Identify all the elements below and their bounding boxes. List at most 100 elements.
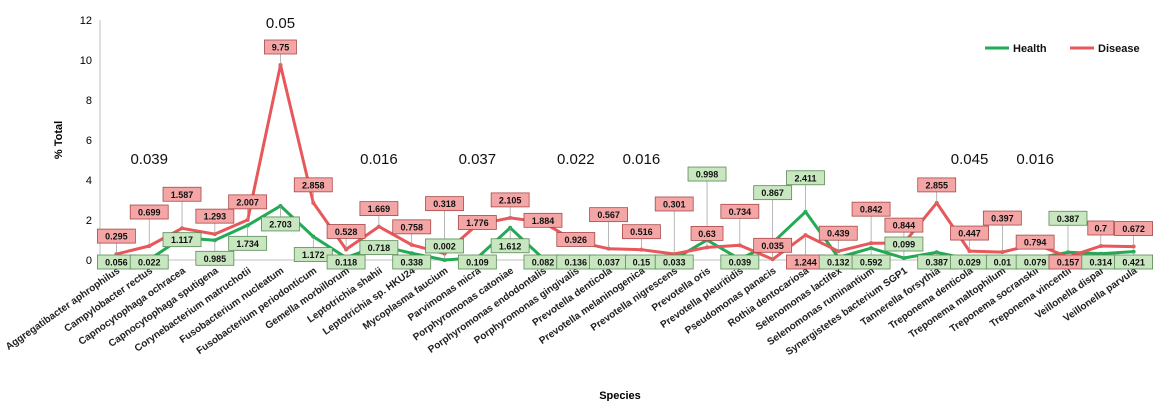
value-label-box-health (884, 236, 924, 252)
value-label-health: 0.118 (335, 258, 357, 268)
value-label-health: 0.002 (433, 241, 456, 251)
value-label-disease: 1.669 (368, 204, 391, 214)
value-label-box-health (228, 235, 268, 251)
value-label-disease: 0.528 (335, 227, 358, 237)
value-label-health: 0.082 (532, 258, 555, 268)
value-label-box-health (851, 254, 891, 270)
value-label-health: 0.037 (597, 258, 620, 268)
value-label-box-health (293, 247, 333, 262)
value-label-box-health (786, 170, 825, 186)
value-label-box-disease (851, 201, 891, 217)
value-label-box-disease (589, 207, 628, 223)
value-label-box-disease (690, 225, 724, 241)
category-labels: Aggregatibacter aphrophilusCampylobacter… (4, 265, 1140, 358)
value-label-disease: 0.035 (761, 241, 784, 251)
value-label-disease: 0.301 (663, 199, 686, 209)
legend-label-disease: Disease (1098, 43, 1140, 55)
value-label-disease: 1.587 (171, 190, 194, 200)
value-label-box-disease (982, 210, 1022, 226)
value-label-disease: 0.516 (630, 227, 653, 237)
value-label-box-health (392, 254, 432, 270)
p-value-label: 0.016 (1016, 151, 1054, 168)
value-label-disease: 0.7 (1095, 224, 1108, 234)
y-tick-label: 2 (86, 215, 92, 227)
value-label-health: 1.612 (499, 241, 522, 251)
value-label-box-disease (1015, 234, 1055, 250)
series-line-disease (116, 63, 1134, 261)
value-label-box-disease (556, 232, 596, 247)
value-label-health: 0.421 (1122, 258, 1145, 268)
value-label-disease: 0.842 (860, 205, 883, 215)
value-label-box-disease (1087, 220, 1115, 236)
value-label-box-disease (818, 225, 858, 241)
value-label-box-disease (950, 225, 989, 241)
value-label-disease: 1.884 (532, 216, 555, 226)
p-value-labels: 0.039 0.05 0.016 0.037 0.022 0.016 0.045 0.016 (130, 15, 1053, 168)
value-label-box-disease (490, 192, 530, 208)
value-label-health: 0.314 (1090, 258, 1113, 268)
value-label-box-health (359, 240, 399, 256)
value-label-box-health (457, 254, 497, 270)
value-label-health: 1.172 (302, 250, 325, 260)
value-label-disease: 1.244 (794, 258, 817, 268)
p-value-label: 0.037 (459, 151, 497, 168)
value-label-box-disease (162, 186, 202, 202)
y-tick-label: 12 (80, 15, 92, 27)
value-label-box-disease (129, 204, 169, 220)
value-label-health: 0.15 (633, 258, 651, 268)
value-label-box-health (195, 250, 235, 266)
p-value-label: 0.05 (266, 15, 295, 32)
value-label-box-disease (753, 237, 793, 253)
value-label-box-disease (622, 224, 661, 240)
value-label-box-disease (264, 39, 297, 55)
value-label-health: 0.079 (1024, 258, 1047, 268)
value-label-disease: 1.293 (204, 212, 227, 222)
value-label-box-health (129, 254, 169, 270)
value-label-box-health (162, 232, 202, 248)
y-tick-label: 0 (86, 255, 92, 267)
legend: Health Disease (985, 43, 1140, 55)
value-label-health: 0.387 (1057, 214, 1080, 224)
value-label-health: 1.734 (236, 239, 259, 249)
value-label-health: 0.033 (663, 258, 686, 268)
value-label-box-disease (720, 203, 760, 219)
value-label-box-disease (654, 196, 694, 212)
value-label-disease: 0.447 (958, 229, 981, 239)
value-label-box-disease (392, 219, 432, 235)
value-label-box-health (654, 254, 694, 270)
value-label-health: 0.136 (565, 258, 588, 268)
value-label-disease: 0.397 (991, 214, 1014, 224)
value-label-health: 0.867 (761, 188, 784, 198)
y-axis-title: % Total (53, 121, 65, 159)
value-label-box-health (1048, 210, 1088, 226)
value-label-health: 1.117 (171, 235, 193, 245)
value-label-health: 0.099 (893, 240, 916, 250)
value-label-health: 0.985 (204, 254, 227, 264)
value-label-disease: 9.75 (272, 43, 290, 53)
value-label-box-health (490, 238, 530, 254)
value-label-health: 0.998 (696, 170, 719, 180)
value-label-box-health (425, 238, 464, 254)
value-label-disease: 0.157 (1057, 258, 1080, 268)
value-label-disease: 0.672 (1122, 224, 1145, 234)
y-tick-label: 10 (80, 55, 92, 67)
value-label-health: 0.029 (958, 258, 981, 268)
value-label-disease: 1.776 (466, 218, 489, 228)
value-label-health: 0.338 (400, 258, 423, 268)
value-label-disease: 0.794 (1024, 238, 1047, 248)
value-label-disease: 0.758 (400, 222, 423, 232)
value-label-health: 0.718 (368, 243, 391, 253)
value-label-health: 0.056 (105, 258, 128, 268)
value-label-health: 0.592 (860, 258, 883, 268)
value-label-box-disease (195, 208, 235, 224)
value-label-health: 2.411 (794, 173, 816, 183)
value-label-box-disease (523, 212, 563, 228)
value-label-box-disease (293, 177, 333, 193)
value-label-box-health (261, 216, 300, 232)
value-label-box-disease (1114, 221, 1153, 236)
value-label-disease: 0.63 (698, 229, 716, 239)
value-label-health: 0.132 (827, 258, 850, 268)
value-label-box-health (753, 185, 793, 201)
p-value-label: 0.045 (951, 151, 989, 168)
